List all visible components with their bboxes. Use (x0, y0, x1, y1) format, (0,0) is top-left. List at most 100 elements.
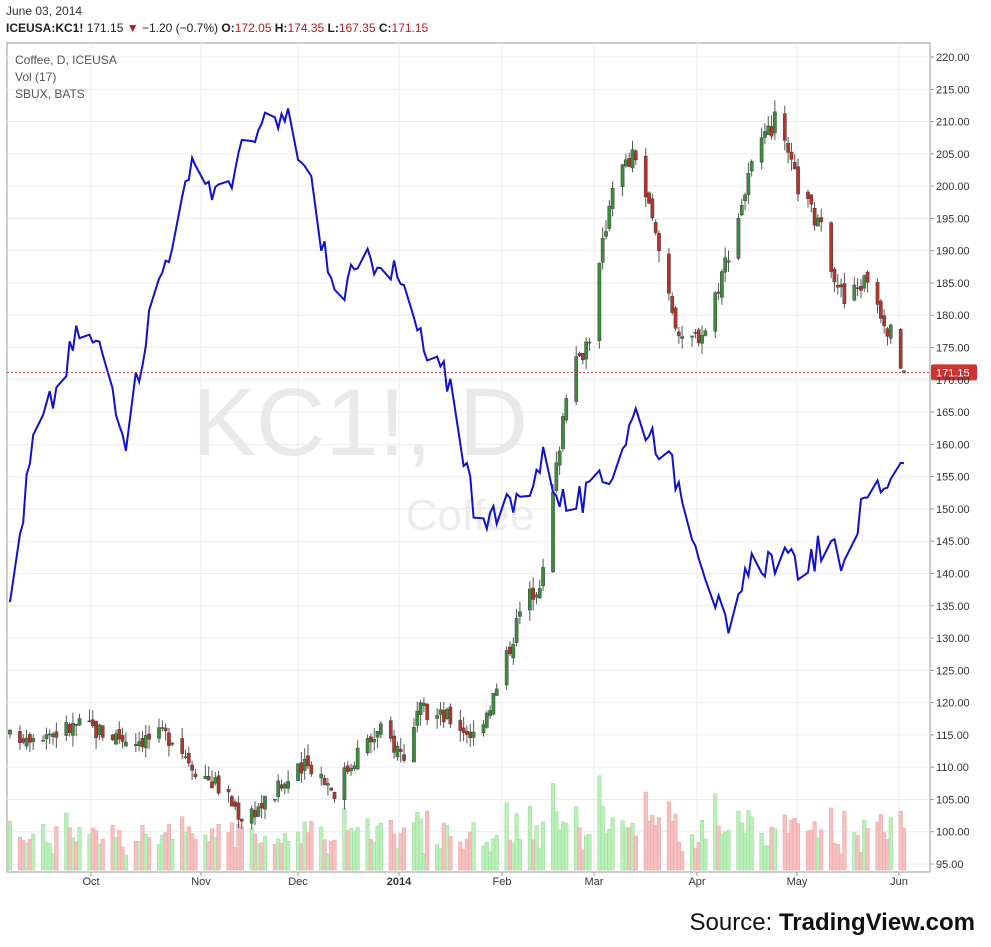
candle-body (388, 720, 393, 739)
candle-body (94, 720, 98, 738)
volume-bar (272, 844, 277, 871)
candle-body (418, 702, 423, 715)
candle-body (600, 237, 605, 263)
candle-body (504, 650, 509, 686)
candle-body (415, 710, 420, 726)
volume-bar (392, 833, 397, 871)
open-value: 172.05 (234, 21, 272, 35)
volume-bar (67, 827, 72, 871)
x-tick-label: May (787, 876, 808, 888)
y-tick-label: 170.00 (936, 375, 970, 387)
candle-body (773, 111, 777, 134)
candle-body (766, 125, 771, 135)
volume-bar (27, 839, 32, 871)
candle-body (796, 166, 800, 195)
volume-bar (355, 827, 360, 871)
volume-bar (805, 830, 811, 871)
volume-bar (829, 807, 834, 871)
candle-body (885, 328, 890, 337)
candle-body (763, 131, 767, 138)
volume-bar (481, 845, 486, 871)
candle-body (607, 205, 612, 229)
candle-body (720, 271, 724, 298)
candle-body (696, 329, 701, 344)
candle-body (743, 194, 747, 202)
watermark-name: Coffee (406, 491, 535, 540)
candle-body (140, 738, 145, 748)
candle-body (441, 709, 446, 723)
volume-bar (342, 808, 347, 871)
candle-body (117, 729, 122, 740)
candle-body (47, 733, 52, 736)
volume-bar (789, 819, 794, 871)
candle-body (541, 567, 545, 587)
candle-body (633, 150, 638, 161)
candle-body (832, 268, 837, 283)
volume-bar (305, 832, 311, 871)
volume-bar (554, 811, 559, 871)
volume-bar (666, 801, 671, 871)
y-tick-label: 180.00 (936, 310, 970, 322)
chart-date: June 03, 2014 (6, 4, 83, 18)
candle-body (690, 335, 694, 338)
candle-body (120, 735, 125, 742)
volume-bar (365, 818, 370, 871)
candle-body (422, 702, 426, 706)
candle-body (160, 727, 165, 729)
volume-bar (620, 820, 625, 871)
quote-line: ICEUSA:KC1! 171.15 ▼ −1.20 (−0.7%) O:172… (6, 21, 428, 35)
volume-bar (560, 821, 566, 871)
volume-bar (50, 853, 56, 871)
candle-body (256, 806, 261, 817)
candle-body (24, 737, 29, 747)
volume-bar (517, 839, 522, 871)
volume-bar (584, 835, 589, 871)
legend-coffee[interactable]: Coffee, D, ICEUSA (15, 53, 117, 67)
candle-body (77, 718, 82, 726)
volume-bar (488, 851, 493, 871)
volume-bar (147, 837, 152, 871)
candle-body (577, 353, 582, 357)
candle-body (898, 328, 903, 369)
volume-bar (438, 847, 443, 871)
candle-body (852, 284, 857, 301)
volume-bar (550, 783, 556, 871)
volume-bar (143, 834, 148, 871)
y-tick-label: 220.00 (936, 52, 970, 64)
y-tick-label: 195.00 (936, 213, 970, 225)
volume-bar (885, 839, 890, 871)
candle-body (514, 618, 519, 644)
candle-body (157, 727, 161, 739)
candle-body (835, 285, 840, 288)
volume-bar (249, 828, 254, 871)
low-value: 167.35 (338, 21, 376, 35)
candle-body (527, 588, 532, 611)
volume-bar (696, 842, 701, 871)
candle-body (167, 732, 171, 746)
candle-body (561, 416, 565, 450)
candle-body (494, 688, 499, 696)
candle-body (213, 777, 218, 784)
volume-bar (100, 838, 105, 871)
volume-bar (468, 831, 473, 871)
candle-body (74, 723, 79, 726)
candle-body (676, 331, 681, 337)
y-tick-label: 150.00 (936, 504, 970, 516)
sbux-series (9, 108, 905, 634)
volume-bar (511, 842, 516, 871)
legend-volume[interactable]: Vol (17) (15, 70, 56, 84)
candle-body (812, 207, 817, 226)
volume-bar (348, 828, 354, 871)
symbol-label[interactable]: ICEUSA:KC1! (6, 21, 84, 35)
candle-body (574, 356, 579, 402)
volume-bar (541, 821, 546, 871)
volume-bar (762, 845, 767, 871)
candle-body (882, 315, 886, 327)
legend-sbux[interactable]: SBUX, BATS (15, 87, 85, 101)
volume-bar (607, 829, 612, 871)
volume-bar (186, 826, 191, 871)
candle-body (537, 588, 542, 599)
candle-body (147, 733, 151, 740)
volume-bar (819, 829, 824, 871)
